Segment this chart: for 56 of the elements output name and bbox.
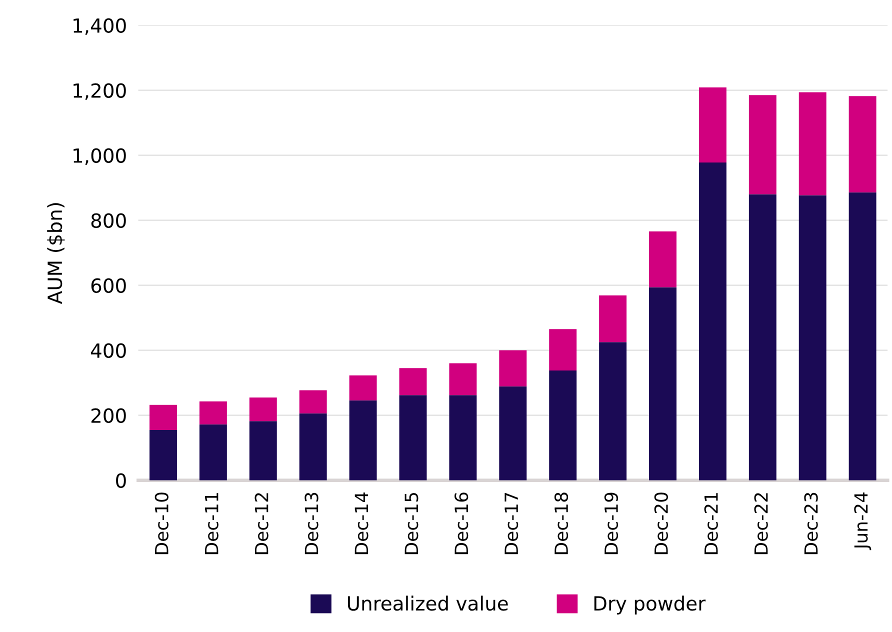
y-tick-label: 1,400 (74, 18, 126, 35)
x-tick-label: Dec-16 (454, 492, 468, 554)
x-tick-label: Jun-24 (854, 492, 872, 550)
bar (249, 421, 277, 480)
x-tick-label: Dec-21 (704, 493, 718, 554)
bar (798, 195, 826, 480)
bar (399, 395, 427, 480)
x-tick-label: Dec-14 (354, 492, 368, 554)
y-tick-label: 200 (91, 408, 126, 423)
x-tick-label: Dec-13 (304, 492, 318, 554)
x-tick-label: Dec-22 (754, 493, 768, 554)
bar (449, 363, 477, 396)
y-tick-label: 800 (91, 213, 126, 228)
y-tick-label: 1,000 (74, 148, 126, 165)
legend-label: Unrealized value (348, 596, 508, 611)
bar (499, 350, 527, 386)
x-tick-label: Dec-18 (554, 492, 568, 554)
x-tick-label: Dec-15 (404, 493, 418, 554)
bar (150, 430, 177, 480)
x-tick-label: Dec-10 (154, 492, 168, 554)
legend-label: Dry powder (594, 596, 706, 614)
bar (599, 342, 627, 480)
y-tick-label: 1,200 (74, 83, 126, 100)
bar (848, 192, 876, 480)
x-tick-label: Dec-17 (504, 492, 518, 554)
bar (649, 287, 676, 480)
bar (299, 390, 327, 414)
bar (199, 401, 227, 424)
bar (349, 400, 377, 480)
bar (199, 424, 227, 480)
x-tick-label: Dec-12 (254, 493, 268, 554)
bar (848, 96, 876, 192)
bar (798, 92, 826, 196)
bar (748, 95, 776, 194)
x-tick-label: Dec-11 (205, 493, 218, 554)
bar (649, 231, 676, 288)
bar (150, 404, 177, 430)
bar (549, 329, 577, 370)
bar (549, 370, 577, 480)
y-tick-label: 0 (116, 473, 126, 488)
y-axis-title: AUM ($bn) (47, 203, 65, 304)
bar (499, 386, 527, 480)
bar (299, 413, 327, 480)
x-tick-label: Dec-23 (804, 492, 818, 554)
bar (399, 368, 427, 396)
bar (698, 162, 726, 480)
bar (698, 87, 726, 162)
bar (748, 194, 776, 480)
x-tick-label: Dec-20 (654, 492, 668, 554)
bar (599, 295, 627, 342)
x-tick-label: Dec-19 (604, 492, 618, 554)
bar (249, 397, 277, 422)
y-tick-label: 400 (90, 343, 126, 358)
y-tick-label: 600 (91, 278, 126, 293)
bar (449, 395, 477, 480)
bar (349, 375, 377, 400)
